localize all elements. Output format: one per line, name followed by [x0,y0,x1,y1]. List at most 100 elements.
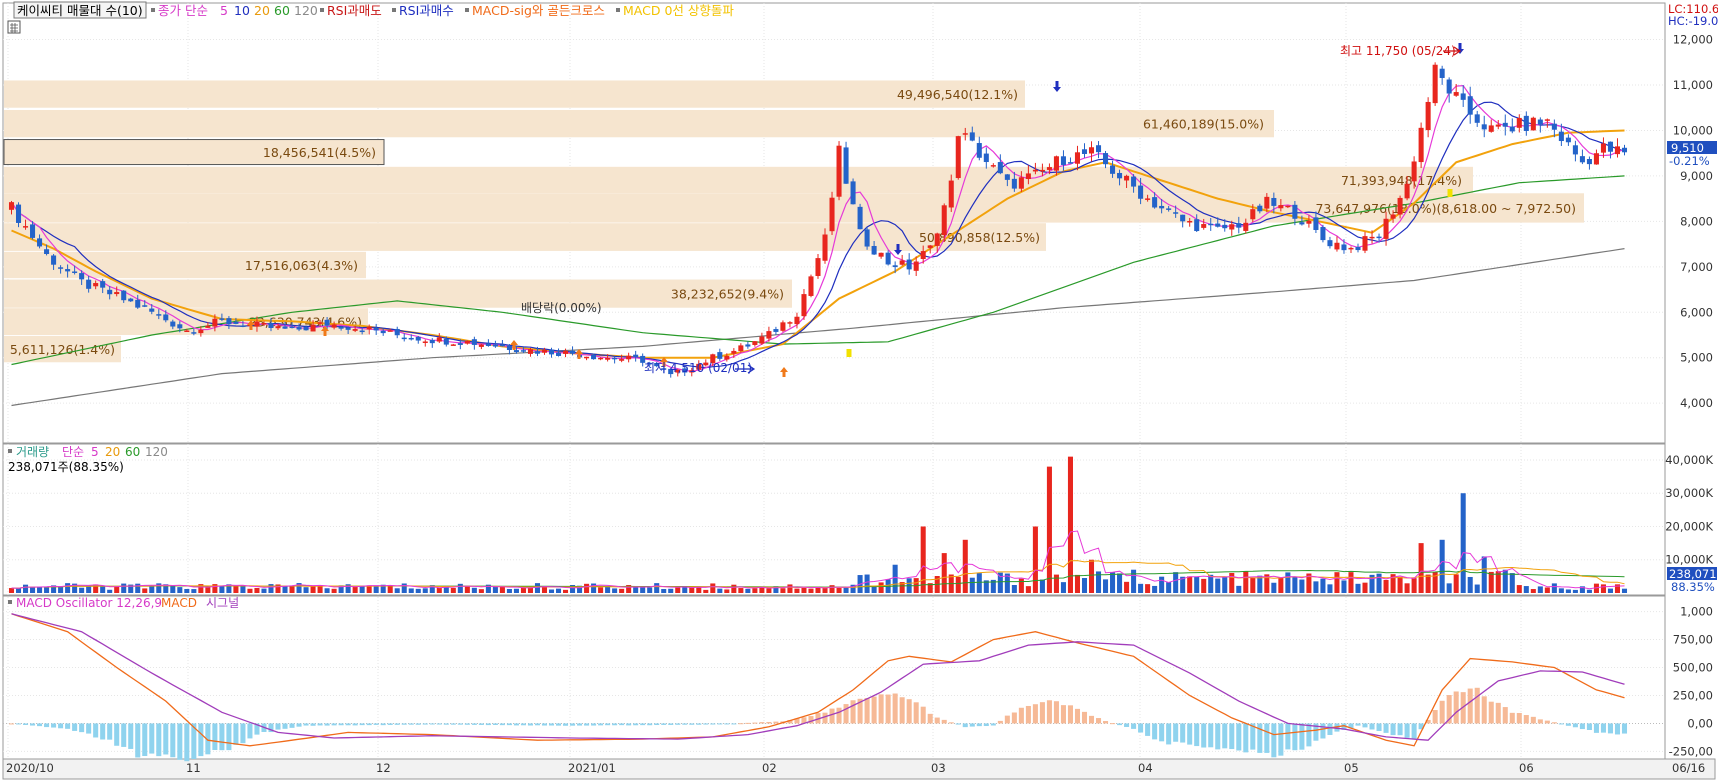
volume-legend-prefix: 단순 [62,445,84,459]
volume-bar [1425,574,1431,593]
candle-body [184,330,190,332]
candle-body [30,224,36,238]
oscillator-bar [1425,719,1431,724]
oscillator-bar [1369,723,1375,730]
volume-bar [990,579,996,593]
volume-bar [766,588,772,593]
candle-body [836,145,842,197]
volume-bar [1243,571,1249,593]
volume-bar [520,587,526,593]
macd-tick-label: 750,00 [1673,633,1713,647]
oscillator-bar [1124,723,1130,727]
candle-body [1236,223,1242,228]
candle-body [296,327,302,330]
volume-tick-label: 10,000K [1665,553,1713,567]
candle-body [878,252,884,257]
candle-body [499,344,505,347]
oscillator-bar [703,723,709,725]
oscillator-bar [1292,723,1298,751]
candle-body [794,316,800,325]
oscillator-bar [247,723,253,739]
oscillator-bar [1011,712,1017,724]
volume-bar [485,584,491,593]
candle-body [15,204,22,223]
oscillator-bar [1166,723,1172,745]
oscillator-bar [485,723,491,726]
volume-bar [555,588,562,593]
grid-toggle-icon[interactable] [7,20,21,34]
candle-body [331,324,337,328]
candle-body [121,290,127,301]
macd-zero-marker [846,349,852,357]
volume-bar [1558,588,1564,593]
oscillator-bar [275,723,281,730]
dividend-annotation: 배당락(0.00%) [521,301,602,315]
volume-bar [1250,577,1256,593]
oscillator-bar [822,712,828,724]
oscillator-bar [1600,723,1606,733]
oscillator-bar [1572,723,1578,728]
candle-body [1341,244,1347,251]
candle-body [1348,247,1354,250]
candle-body [128,298,134,302]
date-tick-label: 02 [762,761,777,775]
volume-bar [892,564,898,593]
candle-body [1572,145,1578,155]
ma60-line [11,175,1625,366]
volume-bar [1152,585,1158,593]
oscillator-bar [591,723,597,726]
volume-bar [534,583,541,593]
volume-legend-120: 120 [145,445,168,459]
oscillator-bar [983,723,989,727]
oscillator-bar [317,723,323,726]
oscillator-bar [373,723,379,725]
volume-bar [717,588,723,593]
candle-body [1320,227,1326,241]
volume-bar [1046,466,1052,593]
oscillator-bar [1131,723,1137,729]
volume-bar [801,587,807,593]
volume-bar [1124,581,1130,593]
oscillator-bar [1453,691,1459,724]
candle-body [1460,93,1466,100]
oscillator-bar [23,723,29,725]
oscillator-bar [338,723,344,726]
oscillator-bar [107,723,113,740]
volume-bar [983,580,989,593]
volume-bar [640,587,646,593]
macd-legend: MACD Oscillator 12,26,9 MACD 시그널 [8,596,239,610]
oscillator-bar [534,723,541,726]
candle-body [275,326,281,329]
candle-body [1257,205,1263,212]
candle-body [1467,96,1473,115]
candle-body [1551,123,1557,130]
candle-body [1250,209,1256,220]
candle-body [1607,141,1613,152]
candle-body [773,329,779,332]
volume-bar [1446,583,1452,593]
candle-body [1565,137,1571,143]
oscillator-bar [1201,723,1207,748]
oscillator-bar [492,723,498,725]
oscillator-bar [1376,723,1382,732]
oscillator-bar [79,723,85,733]
volume-bar [654,583,660,593]
candle-body [626,355,632,360]
oscillator-bar [1320,723,1326,739]
candle-body [93,283,99,287]
candle-body [1025,173,1031,180]
oscillator-bar [422,723,428,725]
candle-body [233,321,239,324]
oscillator-bar [1390,723,1396,736]
candle-body [955,136,961,179]
oscillator-bar [1159,723,1165,742]
volume-bar [1320,578,1326,593]
stock-selector[interactable] [13,1,147,19]
price-tick-label: 12,000 [1673,33,1713,47]
volume-bar [261,588,267,593]
volume-bar [317,585,323,593]
candle-body [1446,79,1452,94]
candle-body [1074,152,1081,164]
volume-profile-bar [3,139,385,166]
oscillator-bar [1264,723,1270,753]
